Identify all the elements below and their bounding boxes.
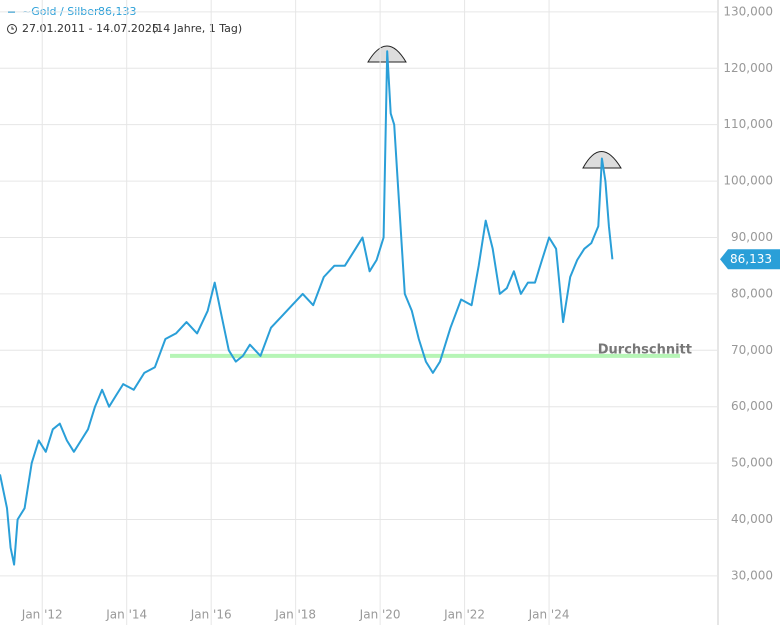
- x-tick-label: Jan '14: [105, 608, 147, 622]
- last-value-label: 86,133: [730, 252, 772, 266]
- series-line: [0, 50, 614, 566]
- y-tick-label: 60,000: [731, 399, 773, 413]
- y-tick-label: 100,000: [723, 174, 773, 188]
- subtitle: 27.01.2011 - 14.07.2025: [22, 22, 159, 35]
- x-tick-label: Jan '20: [359, 608, 401, 622]
- y-tick-label: 70,000: [731, 343, 773, 357]
- subtitle-note: (14 Jahre, 1 Tag): [152, 22, 242, 35]
- last-value-box: [720, 249, 780, 270]
- y-tick-label: 80,000: [731, 286, 773, 300]
- average-label: Durchschnitt: [598, 342, 692, 357]
- y-tick-label: 30,000: [731, 568, 773, 582]
- clock-hands: [11, 26, 14, 30]
- y-tick-label: 40,000: [731, 512, 773, 526]
- x-tick-label: Jan '24: [528, 608, 570, 622]
- y-tick-label: 120,000: [723, 61, 773, 75]
- x-tick-label: Jan '12: [21, 608, 63, 622]
- x-tick-label: Jan '18: [274, 608, 316, 622]
- x-tick-label: Jan '22: [443, 608, 485, 622]
- x-tick-label: Jan '16: [190, 608, 232, 622]
- y-tick-label: 130,000: [723, 4, 773, 18]
- y-tick-label: 110,000: [723, 117, 773, 131]
- y-tick-label: 90,000: [731, 230, 773, 244]
- y-tick-label: 50,000: [731, 456, 773, 470]
- clock-icon: [7, 24, 17, 34]
